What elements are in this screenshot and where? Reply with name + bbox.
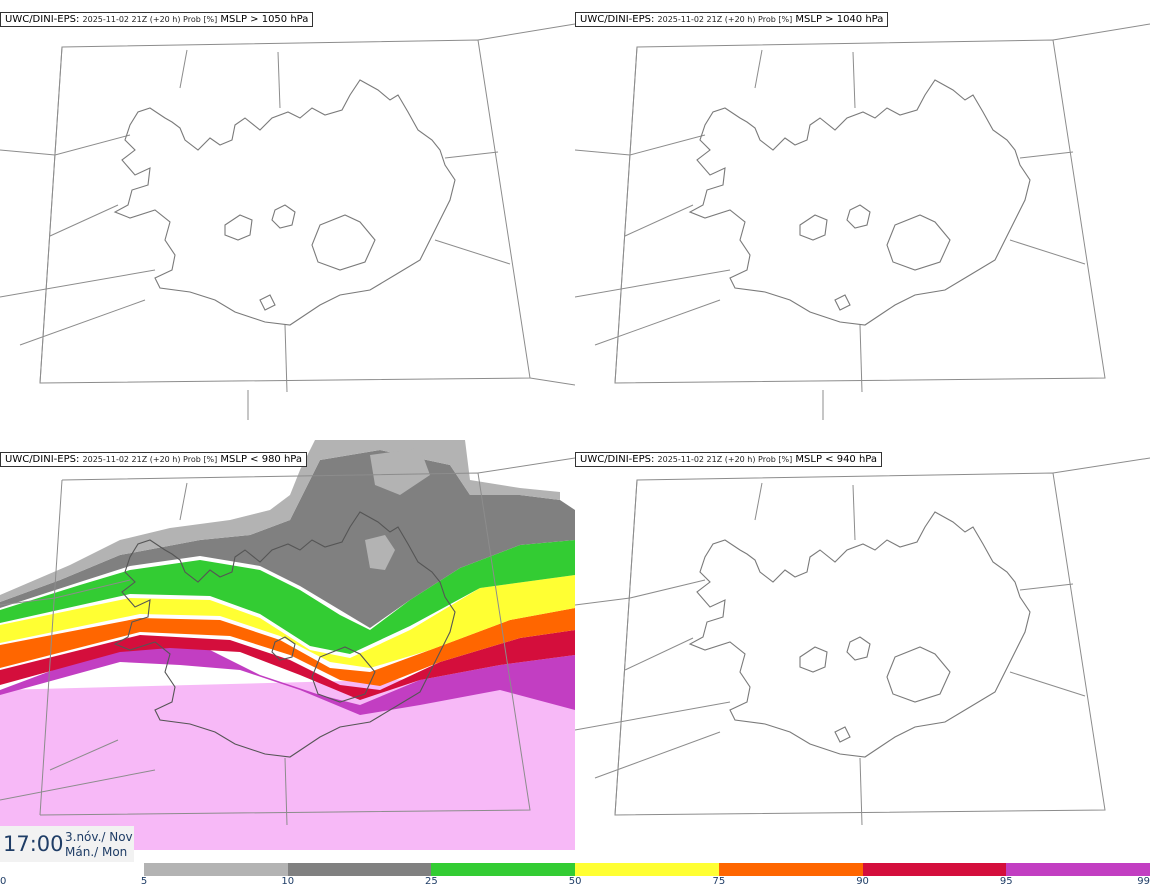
- iceland-coastline: [688, 511, 1031, 758]
- colorbar-segment: [431, 863, 576, 876]
- prob-band-90: [0, 630, 575, 700]
- colorbar-tick-label: 5: [140, 876, 148, 887]
- graticule: [575, 23, 1150, 420]
- colorbar-tick-label: 0: [0, 876, 7, 887]
- prob-patch-light: [365, 535, 395, 570]
- panel-title: UWC/DINI-EPS: 2025-11-02 21Z (+20 h) Pro…: [0, 12, 314, 27]
- colorbar-tick-label: 25: [425, 876, 438, 887]
- colorbar-tick-label: 95: [999, 876, 1013, 887]
- map-panel-mslp-lt-940: UWC/DINI-EPS: 2025-11-02 21Z (+20 h) Pro…: [575, 440, 1150, 860]
- graticule: [0, 457, 575, 826]
- colorbar-segment: [1006, 863, 1150, 876]
- panel-title: UWC/DINI-EPS: 2025-11-02 21Z (+20 h) Pro…: [0, 452, 308, 467]
- valid-date-line1: 3.nóv./ Nov: [65, 830, 133, 844]
- prob-band-50: [0, 575, 575, 668]
- map-panel-mslp-gt-1040: UWC/DINI-EPS: 2025-11-02 21Z (+20 h) Pro…: [575, 0, 1150, 420]
- map-canvas: [0, 23, 575, 420]
- colorbar-tick-label: 99: [1137, 876, 1150, 887]
- colorbar-legend: 0 5 10 25 50 75 90 95 99: [0, 863, 1150, 891]
- colorbar-tick-label: 10: [281, 876, 295, 887]
- iceland-coastline: [113, 511, 456, 758]
- prob-band-10: [0, 450, 575, 628]
- valid-time-box: 17:00 3.nóv./ Nov Mán./ Mon: [0, 826, 134, 862]
- colorbar-tick-label: 50: [568, 876, 582, 887]
- prob-band-5: [0, 440, 560, 602]
- valid-time: 17:00: [3, 832, 64, 856]
- iceland-coastline: [113, 79, 456, 326]
- map-canvas: [0, 440, 575, 850]
- prob-patch-light-2: [370, 448, 430, 495]
- colorbar-segment: [718, 863, 863, 876]
- probability-fill: [0, 440, 575, 850]
- prob-band-95: [0, 645, 575, 715]
- graticule: [575, 457, 1150, 826]
- colorbar-segment: [862, 863, 1007, 876]
- prob-band-75: [0, 608, 575, 686]
- map-canvas: [575, 457, 1150, 826]
- graticule: [0, 23, 575, 420]
- prob-band-99: [0, 675, 575, 850]
- colorbar-segment: [575, 863, 719, 876]
- valid-date-line2: Mán./ Mon: [65, 845, 128, 859]
- map-panel-mslp-lt-980: UWC/DINI-EPS: 2025-11-02 21Z (+20 h) Pro…: [0, 440, 575, 860]
- prob-band-25: [0, 540, 575, 654]
- map-panel-mslp-gt-1050: UWC/DINI-EPS: 2025-11-02 21Z (+20 h) Pro…: [0, 0, 575, 420]
- panel-title: UWC/DINI-EPS: 2025-11-02 21Z (+20 h) Pro…: [575, 452, 883, 467]
- colorbar-segment: [287, 863, 432, 876]
- colorbar-segment: [144, 863, 288, 876]
- map-canvas: [575, 23, 1150, 420]
- valid-date: 3.nóv./ Nov Mán./ Mon: [65, 830, 133, 860]
- colorbar-tick-label: 90: [856, 876, 869, 887]
- colorbar-tick-label: 75: [712, 876, 726, 887]
- iceland-coastline: [688, 79, 1031, 326]
- panel-title: UWC/DINI-EPS: 2025-11-02 21Z (+20 h) Pro…: [575, 12, 889, 27]
